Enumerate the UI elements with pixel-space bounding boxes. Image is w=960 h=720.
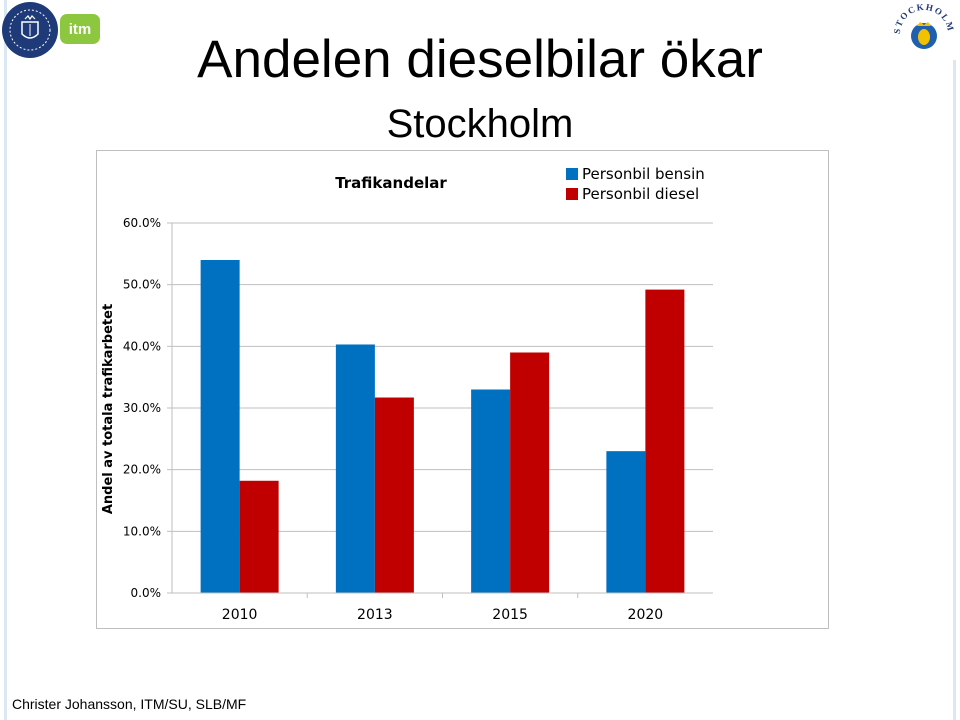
legend-label-bensin: Personbil bensin [582, 165, 705, 183]
bar-diesel-2013 [374, 397, 414, 593]
y-tick-label: 20.0% [123, 463, 161, 477]
slide-title: Andelen dieselbilar ökar [197, 30, 763, 89]
slide-frame-left [4, 0, 7, 720]
stockholms-stad-logo: STOCKHOLMS STAD [890, 0, 955, 65]
bar-diesel-2020 [645, 289, 685, 593]
slide-frame-right [953, 60, 956, 720]
chart-title: Trafikandelar [335, 174, 447, 192]
x-tick-label: 2010 [222, 607, 258, 623]
bar-bensin-2013 [335, 344, 375, 593]
x-tick-label: 2020 [628, 607, 664, 623]
bar-diesel-2010 [239, 480, 279, 593]
y-tick-label: 30.0% [123, 401, 161, 415]
y-tick-label: 40.0% [123, 339, 161, 353]
bar-bensin-2020 [606, 451, 646, 593]
itm-logo-text: itm [69, 21, 92, 38]
y-tick-label: 50.0% [123, 278, 161, 292]
x-tick-label: 2015 [492, 607, 528, 623]
legend-swatch-diesel [566, 188, 578, 200]
bar-diesel-2015 [510, 352, 550, 593]
y-axis-label: Andel av totala trafikarbetet [101, 304, 116, 514]
legend-swatch-bensin [566, 168, 578, 180]
x-tick-label: 2013 [357, 607, 393, 623]
bar-bensin-2010 [200, 260, 240, 593]
slide-footer: Christer Johansson, ITM/SU, SLB/MF [12, 696, 247, 712]
legend-label-diesel: Personbil diesel [582, 185, 699, 203]
stockholm-university-logo [2, 2, 58, 58]
y-tick-label: 60.0% [123, 216, 161, 230]
bar-bensin-2015 [471, 389, 511, 593]
itm-logo: itm [60, 14, 100, 44]
slide-subtitle: Stockholm [386, 102, 574, 146]
y-tick-label: 0.0% [131, 586, 162, 600]
y-tick-label: 10.0% [123, 524, 161, 538]
